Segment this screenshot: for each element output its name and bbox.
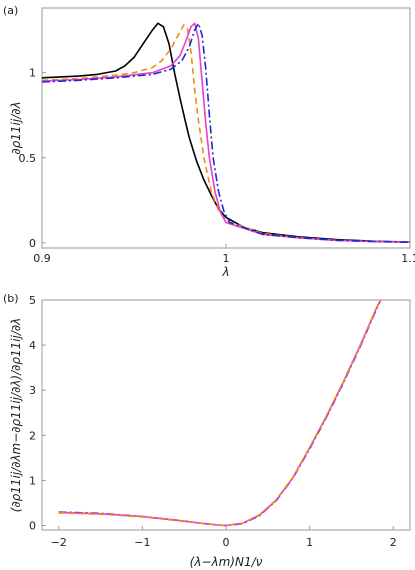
x-tick-label: 1: [223, 252, 230, 265]
y-tick-label: 1: [29, 67, 36, 80]
x-axis-label: (λ−λm)N1/ν: [190, 555, 263, 569]
x-tick-label: 0.9: [33, 252, 51, 265]
y-tick-label: 0: [29, 519, 36, 532]
panel-label: (b): [3, 292, 19, 305]
x-tick-label: −2: [51, 536, 67, 549]
y-axis-label: (∂ρ11ij/∂λm−∂ρ11ij/∂λ)/∂ρ11ij/∂λ: [9, 318, 23, 512]
x-tick-label: 2: [390, 536, 397, 549]
series-line-3: [42, 22, 410, 243]
series-line-2: [42, 22, 410, 243]
x-tick-label: 1: [306, 536, 313, 549]
y-tick-label: 2: [29, 429, 36, 442]
x-tick-label: 1.1: [401, 252, 415, 265]
y-axis-label: ∂ρ11ij/∂λ: [9, 101, 23, 154]
panel-label: (a): [3, 4, 18, 17]
y-tick-label: 4: [29, 339, 36, 352]
series-line-2: [58, 300, 382, 527]
series-line-0: [42, 22, 410, 243]
plot-frame: [41, 299, 411, 531]
series-line-0: [58, 300, 382, 527]
x-tick-label: 0: [223, 536, 230, 549]
y-tick-label: 3: [29, 384, 36, 397]
y-tick-label: 0: [29, 237, 36, 250]
y-tick-label: 0.5: [19, 152, 37, 165]
y-tick-label: 1: [29, 474, 36, 487]
x-tick-label: −1: [134, 536, 150, 549]
x-axis-label: λ: [221, 265, 229, 279]
series-line-1: [58, 300, 382, 527]
y-tick-label: 5: [29, 294, 36, 307]
plot-frame: [41, 7, 411, 249]
series-line-1: [42, 24, 410, 243]
